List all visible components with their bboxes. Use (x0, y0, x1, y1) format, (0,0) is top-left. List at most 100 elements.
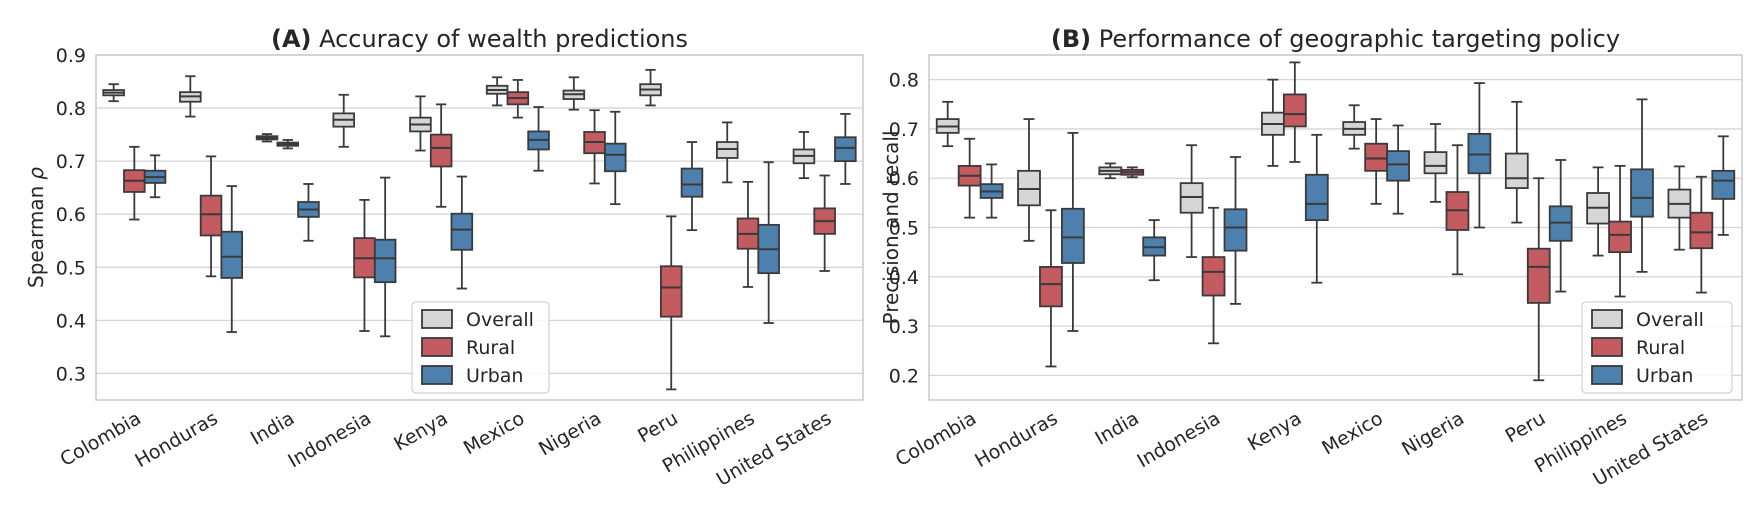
panel-a-box-india-rural (276, 139, 300, 150)
panel-a-y-tick-label: 0.4 (56, 310, 86, 332)
panel-a-box-honduras-rural (199, 155, 223, 278)
panel-a-box-united-states-urban (834, 113, 857, 185)
panel-a-box-peru-rural (659, 215, 683, 391)
panel-a-legend: Overall Rural Urban (411, 301, 550, 394)
panel-b-box-united-states-urban (1711, 135, 1736, 236)
panel-b-box-mexico-rural-iqr (1364, 142, 1389, 172)
panel-b-box-india-rural (1120, 166, 1145, 179)
panel-a-x-tick-nigeria: Nigeria (535, 407, 605, 460)
panel-a-box-peru-urban (680, 141, 704, 232)
panel-a-box-peru-rural-iqr (659, 265, 683, 318)
panel-b-box-kenya-urban (1304, 133, 1329, 284)
panel-a-legend-label-overall: Overall (466, 309, 534, 331)
panel-a-x-tick-peru: Peru (634, 407, 682, 447)
panel-b-box-peru-rural (1526, 177, 1551, 382)
panel-b-box-india-urban (1142, 219, 1167, 282)
panel-b-box-peru-urban (1548, 159, 1573, 293)
panel-a-legend-label-rural: Rural (466, 337, 515, 359)
panel-a-box-nigeria-urban-iqr (604, 142, 627, 173)
panel-b-frame (928, 54, 1743, 401)
panel-b-legend-label-urban: Urban (1636, 365, 1693, 387)
panel-b-box-indonesia-rural-iqr (1201, 256, 1226, 297)
panel-a-box-philippines-overall (715, 121, 739, 184)
panel-a-box-philippines-urban (757, 161, 780, 324)
panel-a-y-tick-label: 0.7 (56, 151, 86, 173)
panel-a-y-tick-label: 0.9 (56, 45, 86, 67)
panel-a-box-honduras-overall (179, 75, 202, 118)
panel-a-x-tick-indonesia: Indonesia (284, 407, 375, 472)
panel-a-title: (A) Accuracy of wealth predictions (271, 25, 688, 53)
panel-b-box-colombia-overall (935, 100, 960, 148)
panel-a-legend-swatch-urban (421, 365, 453, 385)
panel-b-y-ticks: 0.2 0.3 0.4 0.5 0.6 0.7 0.8 (889, 70, 919, 388)
panel-b-box-mexico-urban-iqr (1386, 150, 1410, 182)
panel-b-legend-label-rural: Rural (1636, 337, 1685, 359)
panel-b-x-tick-indonesia: Indonesia (1133, 407, 1224, 472)
panel-a-x-tick-india: India (247, 407, 298, 449)
panel-a-box-nigeria-rural (583, 109, 606, 185)
panel-a-x-tick-mexico: Mexico (460, 407, 528, 459)
panel-a-box-kenya-overall (409, 95, 432, 152)
panel-a-box-philippines-rural (736, 180, 760, 288)
panel-a-box-india-overall (255, 133, 279, 143)
panel-a-box-peru-urban-iqr (680, 167, 704, 198)
panel-b-x-tick-india: India (1091, 407, 1142, 449)
panel-b-box-united-states-rural (1689, 175, 1714, 294)
panel-a-title-text: Accuracy of wealth predictions (311, 25, 688, 53)
panel-b-box-honduras-overall (1017, 118, 1041, 242)
panel-b-box-philippines-urban (1630, 98, 1654, 273)
panel-a-box-peru-overall (639, 68, 662, 107)
panel-b-box-honduras-urban (1061, 131, 1085, 332)
panel-a-box-united-states-overall (792, 131, 816, 180)
panel-b-legend: Overall Rural Urban (1581, 301, 1733, 394)
panel-a-y-tick-label: 0.8 (56, 98, 86, 120)
panel-a-box-colombia-overall (102, 83, 125, 103)
panel-b-box-peru-overall-iqr (1504, 152, 1529, 189)
panel-b-title-text: Performance of geographic targeting poli… (1091, 25, 1620, 53)
panel-b-box-united-states-overall (1667, 165, 1692, 251)
panel-b-box-nigeria-overall-iqr (1423, 151, 1448, 175)
panel-b-x-tick-honduras: Honduras (971, 407, 1061, 472)
panel-b-box-kenya-rural (1282, 61, 1307, 163)
panel-a-legend-label-urban: Urban (466, 365, 523, 387)
panel-b-x-tick-mexico: Mexico (1318, 407, 1386, 459)
panel-a-box-colombia-urban (143, 154, 167, 199)
panel-b-box-honduras-rural (1039, 209, 1063, 368)
panel-b-box-peru-overall (1504, 100, 1529, 224)
panel-b-y-tick-label: 0.4 (889, 267, 919, 289)
panel-b-box-colombia-urban (979, 163, 1004, 219)
panel-b-box-peru-rural-iqr (1526, 247, 1551, 304)
panel-a-box-india-urban (297, 183, 320, 242)
panel-a-boxes (102, 68, 857, 391)
panel-b-box-nigeria-rural (1445, 144, 1470, 276)
panel-a-box-colombia-rural (123, 145, 146, 221)
panel-b-box-indonesia-urban (1223, 156, 1248, 305)
panel-a-box-indonesia-urban-iqr (373, 238, 397, 284)
panel-a-box-indonesia-overall (332, 93, 355, 148)
panel-b-box-mexico-urban (1386, 124, 1410, 215)
panel-b-y-tick-label: 0.8 (889, 70, 919, 92)
panel-a-x-tick-honduras: Honduras (131, 407, 221, 472)
panel-a-box-mexico-urban (527, 106, 550, 172)
panel-a-legend-swatch-overall (421, 309, 453, 329)
panel-a-box-nigeria-urban (604, 110, 627, 206)
panel-a-y-tick-label: 0.6 (56, 204, 86, 226)
panel-b-box-indonesia-rural (1201, 206, 1226, 345)
panel-b-box-philippines-rural (1608, 164, 1632, 298)
panel-a-y-axis-label: Spearman ρ (24, 167, 48, 288)
panel-a-y-tick-label: 0.3 (56, 363, 86, 385)
panel-b-box-philippines-overall (1586, 166, 1610, 257)
panel-a-box-honduras-urban-iqr (220, 230, 244, 279)
panel-a-box-united-states-urban-iqr (834, 136, 857, 163)
panel-b-box-indonesia-urban-iqr (1223, 208, 1248, 252)
panel-b-legend-swatch-rural (1591, 337, 1623, 357)
panel-b-box-honduras-rural-iqr (1039, 266, 1063, 308)
panel-b-box-kenya-overall (1261, 78, 1285, 167)
panel-b-legend-swatch-overall (1591, 309, 1623, 329)
panel-a-box-mexico-rural (506, 79, 530, 119)
panel-a-box-united-states-rural (813, 174, 836, 272)
